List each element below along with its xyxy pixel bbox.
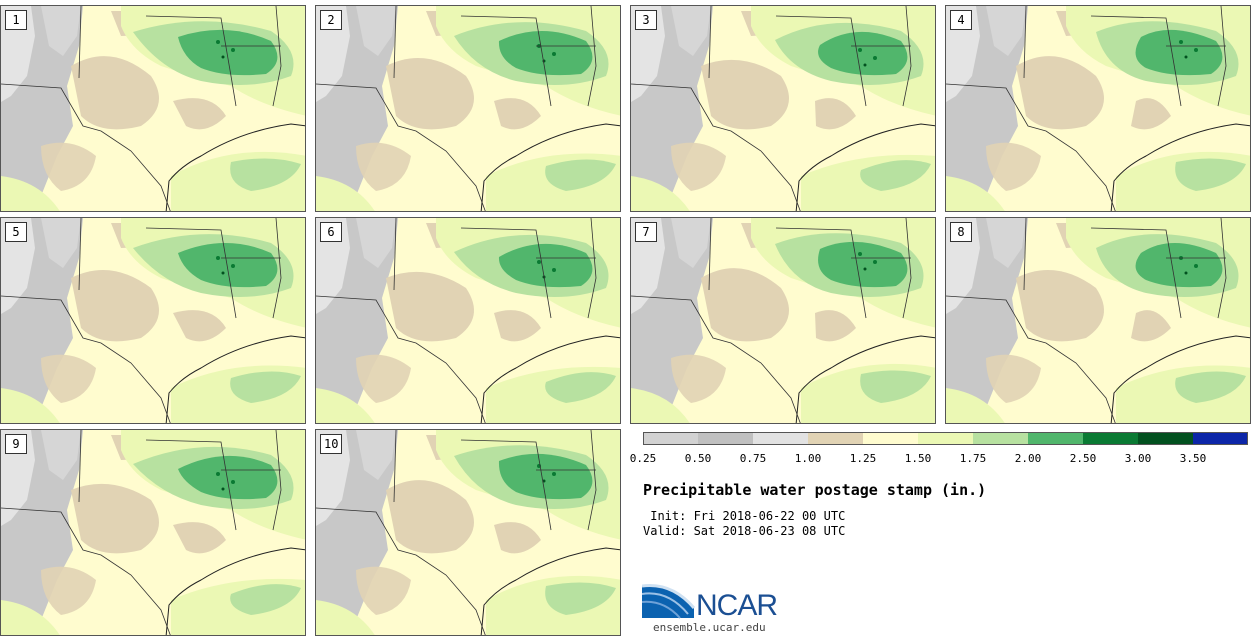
colorbar-tick-label: 0.50 [684,452,712,465]
panel-number: 1 [5,10,27,30]
colorbar-swatch [698,432,754,445]
panel-number: 8 [950,222,972,242]
panel-number: 6 [320,222,342,242]
panel-number: 4 [950,10,972,30]
map-panel: 3 [630,5,936,212]
colorbar-tick-label: 1.25 [849,452,877,465]
map-panel: 6 [315,217,621,424]
colorbar-swatch [1193,432,1248,445]
colorbar-tick-label: 2.50 [1069,452,1097,465]
colorbar [643,432,1248,445]
colorbar-tick-label: 0.25 [629,452,657,465]
colorbar-swatch [973,432,1029,445]
map-panel: 4 [945,5,1251,212]
colorbar-swatch [1028,432,1084,445]
colorbar-swatch [753,432,809,445]
map-panel: 7 [630,217,936,424]
colorbar-swatch [1083,432,1139,445]
colorbar-tick-label: 3.50 [1179,452,1207,465]
colorbar-swatch [1138,432,1194,445]
panel-number: 2 [320,10,342,30]
panel-number: 5 [5,222,27,242]
panel-number: 9 [5,434,27,454]
map-panel: 8 [945,217,1251,424]
chart-title: Precipitable water postage stamp (in.) [643,481,987,499]
map-panel: 5 [0,217,306,424]
panel-number: 10 [320,434,343,454]
colorbar-swatch [863,432,919,445]
colorbar-tick-label: 0.75 [739,452,767,465]
map-panel: 10 [315,429,621,636]
ncar-logo-icon [642,583,696,619]
colorbar-tick-label: 1.00 [794,452,822,465]
init-time: Init: Fri 2018-06-22 00 UTC [643,509,846,523]
colorbar-swatch [808,432,864,445]
logo-url: ensemble.ucar.edu [653,621,766,634]
valid-time: Valid: Sat 2018-06-23 08 UTC [643,524,846,538]
colorbar-swatch [643,432,699,445]
map-panel: 1 [0,5,306,212]
colorbar-swatch [918,432,974,445]
colorbar-tick-label: 1.50 [904,452,932,465]
panel-number: 7 [635,222,657,242]
map-panel: 2 [315,5,621,212]
map-panel: 9 [0,429,306,636]
colorbar-tick-label: 1.75 [959,452,987,465]
panel-number: 3 [635,10,657,30]
logo-name: NCAR [696,589,778,622]
colorbar-tick-label: 2.00 [1014,452,1042,465]
colorbar-tick-label: 3.00 [1124,452,1152,465]
